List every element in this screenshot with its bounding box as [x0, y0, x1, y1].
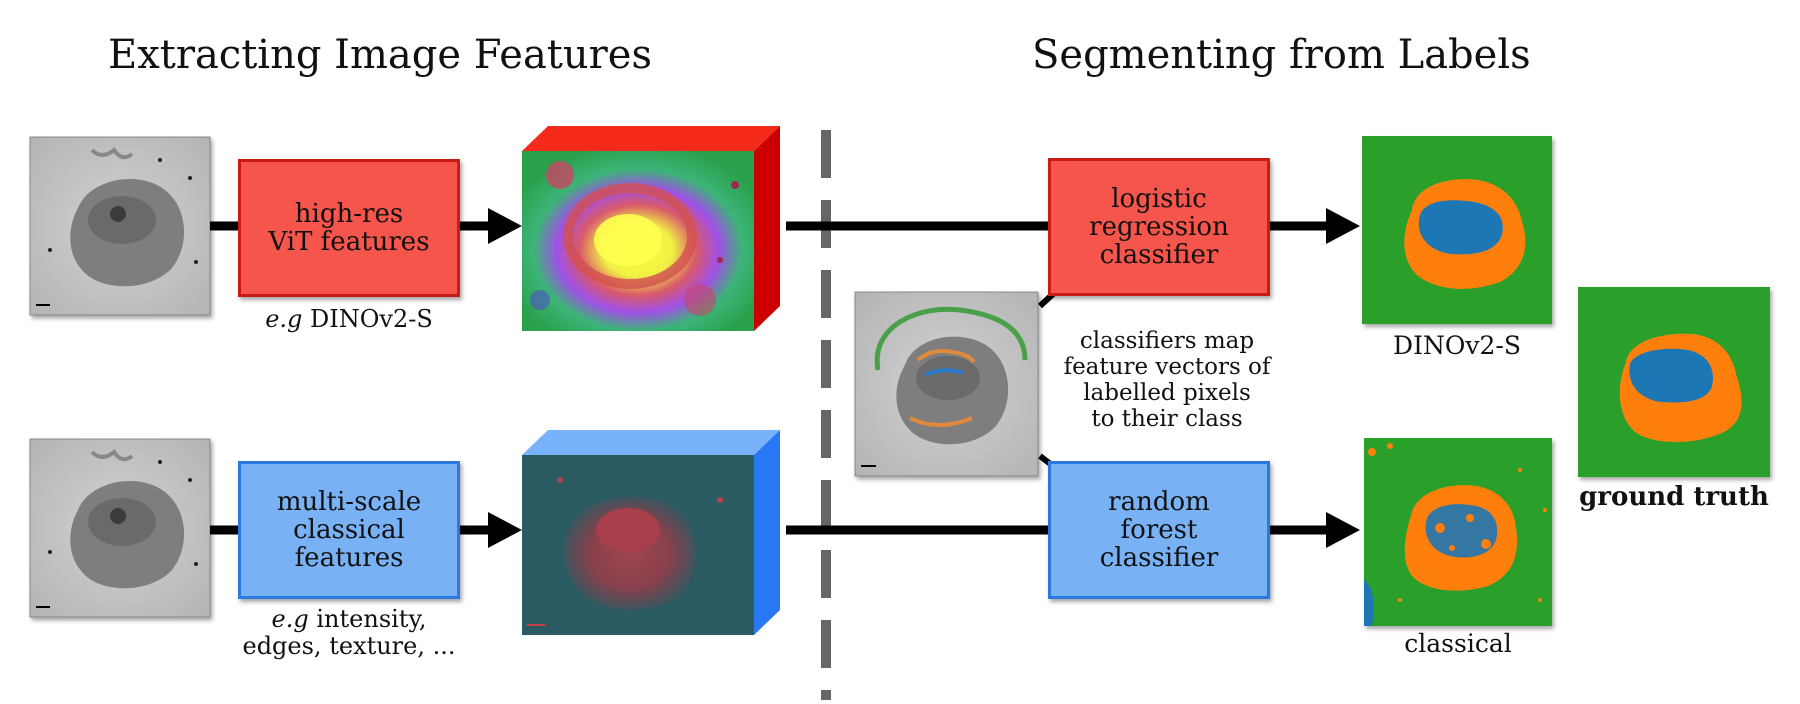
vit-caption-prefix: e.g [265, 305, 303, 333]
classifier-note-line: labelled pixels [1083, 380, 1251, 406]
label-classical: classical [1404, 629, 1512, 658]
segmentation-ground-truth [1578, 287, 1770, 477]
vit-features-box: high-res ViT features [238, 159, 460, 297]
random-forest-box: random forest classifier [1048, 461, 1270, 599]
label-dino: DINOv2-S [1393, 331, 1521, 360]
classical-caption-line2: edges, texture, ... [242, 632, 456, 660]
classifier-note-line: classifiers map [1079, 328, 1255, 354]
arrow-vit-to-cube [458, 208, 522, 244]
heading-segmenting-labels: Segmenting from Labels [1032, 32, 1531, 78]
segmentation-classical [1364, 438, 1552, 626]
classical-caption: e.g intensity, edges, texture, ... [218, 606, 480, 660]
arrow-classical-to-cube [458, 512, 522, 548]
classifier-note-line: feature vectors of [1063, 354, 1271, 380]
em-image-top [29, 136, 211, 316]
vit-feature-cube [522, 126, 780, 331]
logistic-regression-box: logistic regression classifier [1048, 158, 1270, 296]
classical-caption-line1: intensity, [308, 605, 427, 633]
em-image-bottom [29, 438, 211, 618]
arrow-forest-to-classical [1266, 512, 1360, 548]
label-ground-truth: ground truth [1579, 482, 1769, 512]
classical-features-box: multi-scale classical features [238, 461, 460, 599]
vit-caption: e.g DINOv2-S [238, 306, 460, 333]
vit-caption-model: DINOv2-S [302, 305, 433, 333]
arrow-logistic-to-dino [1266, 208, 1360, 244]
classical-feature-cube [522, 430, 780, 635]
classical-caption-prefix: e.g [271, 605, 309, 633]
labelled-em-image [854, 291, 1039, 477]
segmentation-dino [1362, 136, 1552, 324]
classifier-note: classifiers map feature vectors of label… [1042, 328, 1292, 432]
heading-extracting-features: Extracting Image Features [108, 32, 652, 78]
classifier-note-line: to their class [1091, 406, 1243, 432]
